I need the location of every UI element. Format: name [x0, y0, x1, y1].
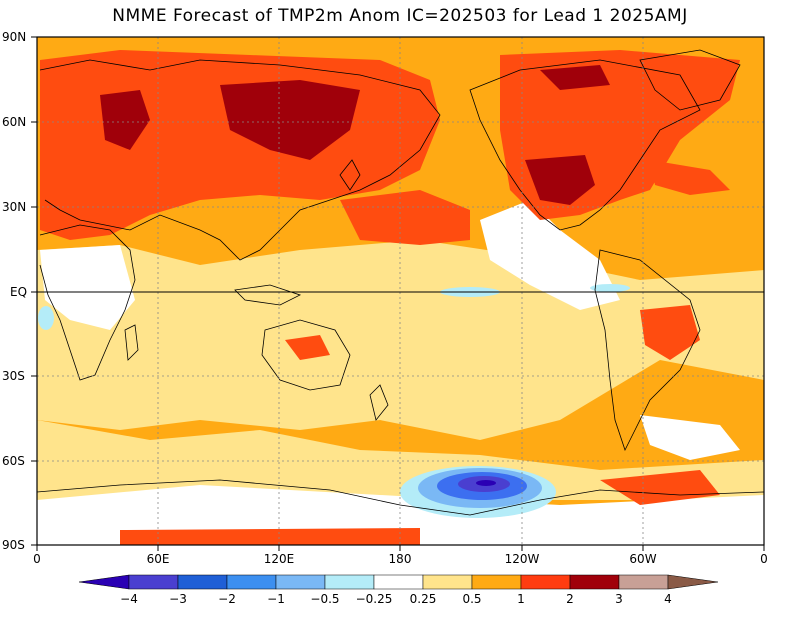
- coastline-greenland: [639, 49, 741, 111]
- warm-region-atlantic: [650, 160, 730, 195]
- warm-region-antarctic-strip: [120, 528, 420, 545]
- cold-patch-extreme: [476, 480, 496, 486]
- colorbar-label-p0p5: 0.5: [462, 592, 482, 606]
- lat-label-30s: 30S: [2, 369, 25, 383]
- colorbar-label-m0p5: −0.5: [310, 592, 340, 606]
- colorbar-label-p3: 3: [615, 592, 623, 606]
- lon-label-180: 180: [388, 552, 412, 566]
- coastline-antarctica: [37, 479, 764, 516]
- colorbar-label-m0p25: −0.25: [355, 592, 393, 606]
- coastline-madagascar: [124, 324, 139, 361]
- colorbar-swatch-8: [520, 574, 571, 590]
- warm-region-south-america: [640, 305, 700, 360]
- coastline-north-america: [469, 59, 701, 231]
- map-title: NMME Forecast of TMP2m Anom IC=202503 fo…: [112, 6, 688, 26]
- warm-region-australia: [285, 335, 330, 360]
- hot-core-europe: [100, 90, 150, 150]
- cool-patch-equatorial-atlantic: [590, 284, 630, 292]
- coastline-australia: [261, 319, 351, 391]
- colorbar-label-p0p25: 0.25: [409, 592, 437, 606]
- lat-label-60n: 60N: [2, 115, 27, 129]
- axis-ticks: [31, 36, 765, 551]
- colorbar-arrow-high: [667, 574, 719, 590]
- coastline-south-america: [594, 249, 701, 452]
- lon-label-0-left: 0: [33, 552, 41, 566]
- lat-label-60s: 60S: [2, 454, 25, 468]
- warm-region-south-atlantic-strip: [600, 470, 720, 505]
- lon-label-60e: 60E: [146, 552, 170, 566]
- colorbar-arrow-low: [78, 574, 130, 590]
- colorbar-swatch-2: [226, 574, 277, 590]
- lat-label-30n: 30N: [2, 200, 27, 214]
- anomaly-field: [37, 37, 764, 545]
- lon-label-0-right: 0: [760, 552, 768, 566]
- lat-label-eq: EQ: [10, 285, 28, 299]
- colorbar-label-m2: −2: [218, 592, 236, 606]
- colorbar-label-m1: −1: [267, 592, 285, 606]
- lon-label-60w: 60W: [629, 552, 657, 566]
- neutral-region-south-atlantic: [640, 415, 740, 460]
- coastline-japan: [339, 159, 361, 191]
- cool-patch-west-africa: [38, 306, 54, 330]
- colorbar-swatch-0: [128, 574, 179, 590]
- lon-label-120e: 120E: [263, 552, 295, 566]
- coastlines: [37, 49, 764, 516]
- colorbar-label-m4: −4: [120, 592, 138, 606]
- coastline-indonesia: [234, 284, 302, 306]
- neutral-region-east-pacific: [480, 200, 620, 310]
- colorbar-swatch-10: [618, 574, 669, 590]
- colorbar-swatch-9: [569, 574, 620, 590]
- coastline-eurasia: [39, 59, 441, 261]
- colorbar-label-m3: −3: [169, 592, 187, 606]
- warm-region-north-pacific: [340, 190, 470, 245]
- lon-label-120w: 120W: [504, 552, 540, 566]
- coastline-africa: [39, 224, 136, 381]
- hot-core-usa: [525, 155, 595, 205]
- hot-core-siberia: [220, 80, 360, 160]
- colorbar-swatch-6: [422, 574, 473, 590]
- colorbar-label-p1: 1: [517, 592, 525, 606]
- hot-core-north-canada: [540, 65, 610, 90]
- neutral-region-africa: [40, 245, 135, 330]
- colorbar: [78, 574, 719, 590]
- colorbar-swatch-1: [177, 574, 228, 590]
- colorbar-label-p4: 4: [664, 592, 672, 606]
- colorbar-swatch-5: [373, 574, 424, 590]
- lat-label-90s: 90S: [2, 538, 25, 552]
- colorbar-swatch-7: [471, 574, 522, 590]
- colorbar-swatch-4: [324, 574, 375, 590]
- colorbar-label-p2: 2: [566, 592, 574, 606]
- colorbar-swatch-3: [275, 574, 326, 590]
- gridlines: [37, 37, 764, 545]
- lat-label-90n: 90N: [2, 30, 27, 44]
- coastline-new-zealand: [369, 384, 389, 421]
